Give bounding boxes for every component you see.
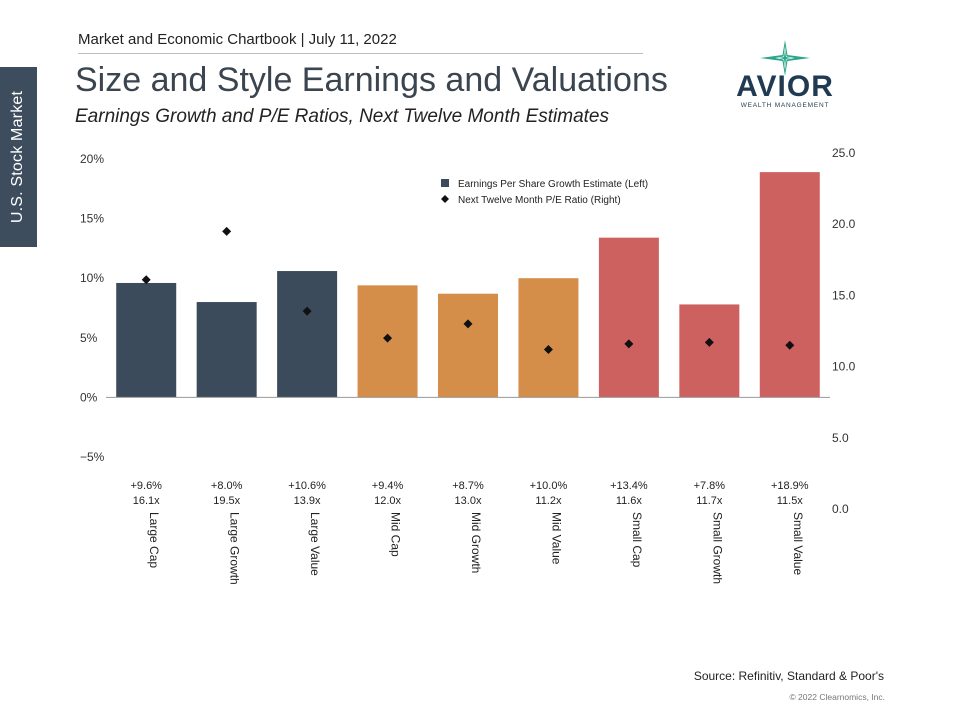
y-left-tick-label: 10% [80, 271, 104, 285]
y-left-tick-label: 5% [80, 331, 98, 345]
y-right-tick-label: 25.0 [832, 146, 856, 160]
category-label: Large Cap [147, 512, 161, 568]
source-note: Source: Refinitiv, Standard & Poor's [693, 669, 884, 683]
category-label: Mid Growth [469, 512, 483, 573]
eps-growth-data-label: +10.6% [288, 480, 326, 492]
category-label: Large Growth [228, 512, 242, 585]
pe-ratio-data-label: 13.9x [294, 495, 321, 507]
logo-tagline: WEALTH MANAGEMENT [740, 102, 830, 109]
chartbook-header: Market and Economic Chartbook | July 11,… [78, 31, 397, 48]
category-label: Mid Cap [389, 512, 403, 557]
eps-growth-bar [518, 278, 579, 398]
category-label: Small Value [791, 512, 805, 575]
y-right-tick-label: 20.0 [832, 217, 856, 231]
pe-ratio-data-label: 19.5x [213, 495, 240, 507]
eps-growth-data-label: +7.8% [694, 480, 726, 492]
y-left-tick-label: 20% [80, 152, 104, 166]
pe-ratio-marker [785, 340, 795, 350]
eps-growth-bar [598, 237, 659, 398]
pe-ratio-data-label: 11.6x [616, 495, 643, 507]
category-label: Small Growth [710, 512, 724, 584]
pe-ratio-data-label: 16.1x [133, 495, 160, 507]
eps-growth-data-label: +8.7% [452, 480, 484, 492]
pe-ratio-data-label: 13.0x [455, 495, 482, 507]
pe-ratio-marker [704, 337, 714, 347]
eps-growth-data-label: +9.4% [372, 480, 404, 492]
eps-growth-bar [438, 293, 498, 398]
y-left-tick-label: 15% [80, 212, 104, 226]
category-label: Mid Value [549, 512, 563, 565]
pe-ratio-data-label: 12.0x [374, 495, 401, 507]
eps-growth-data-label: +8.0% [211, 480, 243, 492]
star-logo-icon [760, 40, 810, 76]
legend-bar-label: Earnings Per Share Growth Estimate (Left… [458, 179, 648, 190]
page-subtitle: Earnings Growth and P/E Ratios, Next Twe… [75, 106, 609, 127]
y-left-tick-label: 0% [80, 390, 98, 404]
pe-ratio-marker [624, 339, 634, 349]
pe-ratio-marker [543, 345, 553, 355]
pe-ratio-data-label: 11.2x [535, 495, 562, 507]
page-title: Size and Style Earnings and Valuations [75, 61, 668, 99]
header-divider [78, 53, 643, 54]
eps-growth-data-label: +18.9% [771, 480, 809, 492]
pe-ratio-marker [463, 319, 473, 329]
eps-growth-bar [277, 271, 338, 398]
eps-growth-data-label: +10.0% [530, 480, 568, 492]
legend-marker-label: Next Twelve Month P/E Ratio (Right) [458, 195, 621, 206]
eps-growth-bar [759, 172, 820, 398]
y-right-tick-label: 5.0 [832, 431, 849, 445]
y-right-tick-label: 10.0 [832, 360, 856, 374]
company-logo: AVIOR WEALTH MANAGEMENT [730, 38, 840, 110]
category-label: Large Value [308, 512, 322, 576]
pe-ratio-marker [141, 275, 151, 285]
legend-diamond-icon [441, 195, 449, 203]
copyright-note: © 2022 Clearnomics, Inc. [789, 692, 885, 702]
logo-wordmark: AVIOR [736, 70, 834, 103]
category-label: Small Cap [630, 512, 644, 568]
y-left-tick-label: −5% [80, 450, 105, 464]
pe-ratio-marker [302, 306, 312, 316]
eps-growth-data-label: +9.6% [130, 480, 162, 492]
pe-ratio-data-label: 11.7x [696, 495, 723, 507]
eps-growth-data-label: +13.4% [610, 480, 648, 492]
pe-ratio-marker [383, 333, 393, 343]
eps-growth-bar [116, 282, 177, 398]
pe-ratio-data-label: 11.5x [777, 495, 804, 507]
side-section-tab: U.S. Stock Market [0, 67, 37, 247]
eps-growth-bar [679, 304, 740, 398]
y-right-tick-label: 15.0 [832, 288, 856, 302]
eps-growth-bar [196, 302, 257, 398]
legend-bar-swatch [441, 179, 449, 187]
y-right-tick-label: 0.0 [832, 502, 849, 516]
pe-ratio-marker [222, 226, 232, 236]
